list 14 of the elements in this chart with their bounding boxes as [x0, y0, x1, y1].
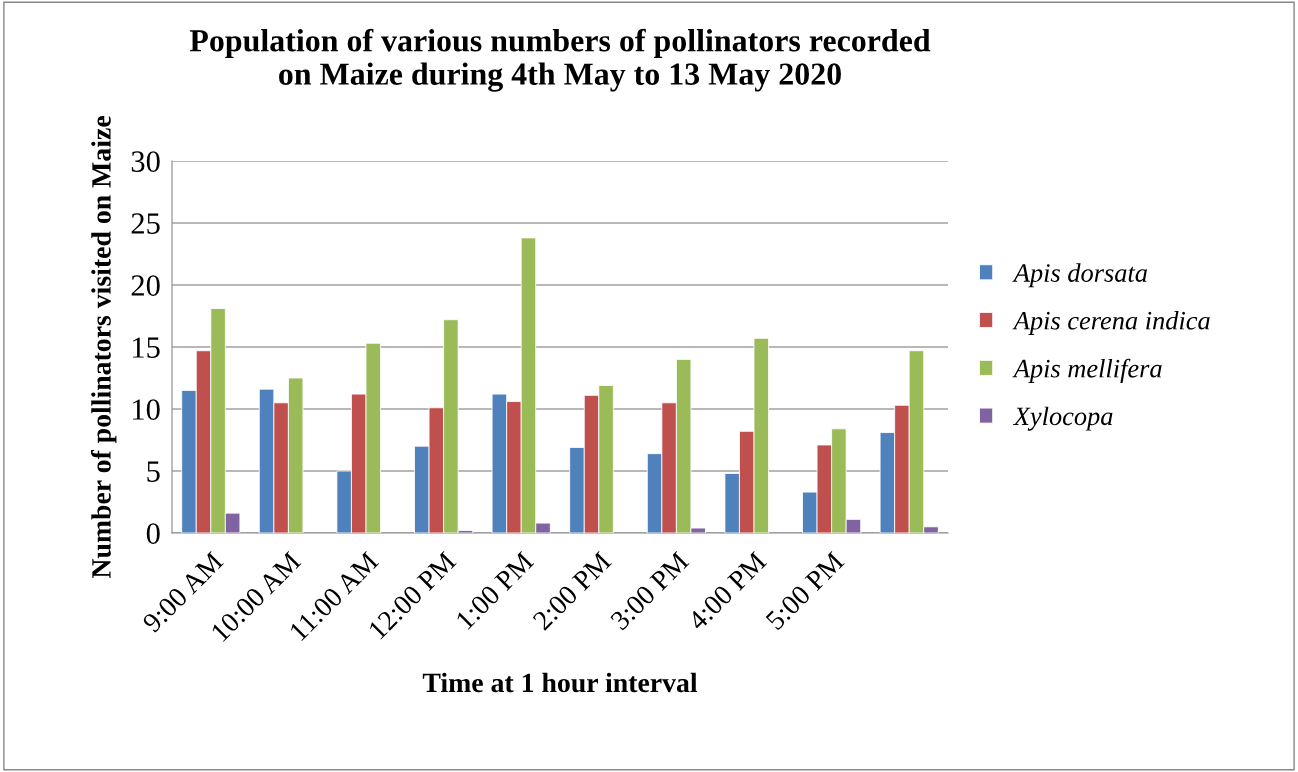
y-tick-label: 25: [131, 213, 160, 234]
legend-label: Apis mellifera: [1012, 358, 1162, 383]
y-axis-title: Number of pollinators visited on Maize: [90, 116, 117, 579]
legend-label: Apis dorsata: [1012, 263, 1147, 288]
legend-label: Xylocopa: [1012, 406, 1113, 431]
x-axis-title: Time at 1 hour interval: [422, 672, 698, 693]
y-tick-label: 30: [131, 151, 160, 172]
legend-label: Apis cerena indica: [1012, 311, 1210, 335]
y-tick-label: 15: [133, 337, 160, 358]
chart-title: Population of various numbers of pollinators recorded on Maize during 4th May to 13 May 2020: [189, 28, 931, 92]
y-tick-label: 10: [133, 399, 160, 420]
y-tick-label: 0: [146, 523, 160, 544]
y-tick-label: 20: [131, 275, 160, 296]
y-tick-label: 5: [147, 461, 160, 482]
